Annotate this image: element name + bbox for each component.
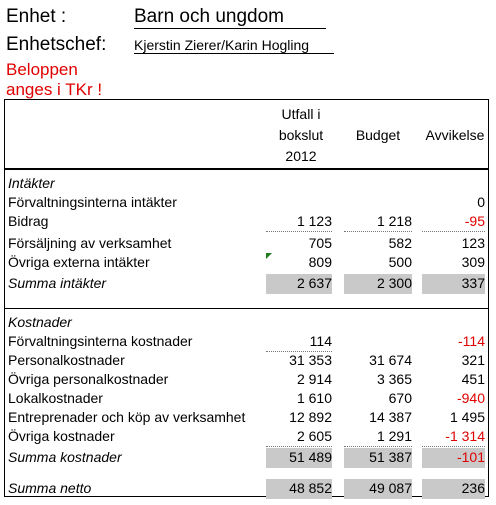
budget-cell: 14 387: [369, 409, 412, 425]
table-row: Bidrag 1 123 1 218 -95: [0, 212, 496, 232]
outcome-cell: 2 914: [296, 371, 332, 387]
table-row: Förvaltningsinterna intäkter 0: [0, 193, 496, 212]
costs-sum-row: Summa kostnader 51 489 51 387 -101: [0, 448, 496, 468]
section-divider: [4, 308, 488, 309]
row-label: Summa intäkter: [8, 275, 107, 291]
budget-cell: [344, 332, 412, 351]
costs-section-title: Kostnader: [0, 313, 496, 332]
variance-cell: 451: [461, 371, 485, 387]
cell-comment-marker: [266, 253, 272, 259]
budget-cell: 31 674: [369, 352, 412, 368]
budget-cell: 582: [388, 235, 412, 251]
outcome-cell: 1 610: [296, 390, 332, 406]
unit-label: Enhet :: [6, 6, 67, 27]
budget-cell: 3 365: [376, 371, 412, 387]
budget-cell: 500: [388, 254, 412, 270]
budget-cell: 1 218: [344, 212, 412, 232]
budget-cell: 51 387: [344, 448, 412, 468]
outcome-cell: 2 637: [266, 274, 332, 294]
currency-note-line1: Beloppen: [6, 60, 78, 79]
budget-cell: 2 300: [344, 274, 412, 294]
row-label: Entreprenader och köp av verksamhet: [8, 409, 246, 425]
table-row: Lokalkostnader 1 610 670 -940: [0, 389, 496, 408]
outcome-cell: 12 892: [289, 409, 332, 425]
table-left-border: [4, 99, 5, 497]
table-row: Entreprenader och köp av verksamhet 12 8…: [0, 408, 496, 427]
table-row: Övriga externa intäkter 809 500 309: [0, 253, 496, 272]
income-sum-row: Summa intäkter 2 637 2 300 337: [0, 274, 496, 294]
table-row: Förvaltningsinterna kostnader 114 -114: [0, 332, 496, 352]
row-label: Summa kostnader: [8, 449, 122, 465]
column-header-variance: Avvikelse: [425, 127, 485, 143]
variance-cell: 1 495: [449, 409, 485, 425]
table-row: Övriga kostnader 2 605 1 291 -1 314: [0, 427, 496, 447]
budget-cell: 49 087: [344, 479, 412, 499]
income-title: Intäkter: [8, 175, 55, 191]
budget-cell: 1 291: [344, 427, 412, 447]
net-sum-row: Summa netto 48 852 49 087 236: [0, 479, 496, 499]
table-row: Övriga personalkostnader 2 914 3 365 451: [0, 370, 496, 389]
row-label: Bidrag: [8, 213, 49, 229]
variance-cell: 309: [461, 254, 485, 270]
table-right-border: [488, 99, 489, 497]
outcome-header-line1: Utfall i: [281, 106, 321, 122]
variance-cell: 0: [477, 194, 485, 210]
row-label: Lokalkostnader: [8, 390, 103, 406]
row-label: Summa netto: [8, 480, 92, 496]
budget-cell: [344, 193, 412, 212]
outcome-cell: 51 489: [266, 448, 332, 468]
outcome-header-line3: 2012: [285, 148, 317, 164]
row-label: Förvaltningsinterna intäkter: [8, 194, 177, 210]
row-label: Försäljning av verksamhet: [8, 235, 172, 251]
outcome-cell: 2 605: [266, 427, 332, 447]
variance-cell: -101: [422, 448, 485, 468]
income-section-title: Intäkter: [0, 174, 496, 193]
currency-note-line2: anges i TKr !: [6, 80, 103, 99]
table-header-divider: [4, 168, 488, 170]
outcome-cell: 705: [308, 235, 332, 251]
row-label: Förvaltningsinterna kostnader: [8, 333, 193, 349]
manager-label: Enhetschef:: [6, 34, 107, 55]
outcome-cell: 1 123: [266, 212, 332, 232]
outcome-cell: 114: [266, 332, 332, 352]
variance-cell: -1 314: [422, 427, 485, 447]
manager-value: Kjerstin Zierer/Karin Hogling: [134, 37, 334, 54]
budget-cell: 670: [388, 390, 412, 406]
costs-title: Kostnader: [8, 314, 72, 330]
row-label: Övriga personalkostnader: [8, 371, 169, 387]
variance-cell: 236: [422, 479, 485, 499]
variance-cell: 321: [461, 352, 485, 368]
table-bottom-border: [4, 496, 488, 497]
row-label: Övriga kostnader: [8, 428, 115, 444]
row-label: Personalkostnader: [8, 352, 125, 368]
table-row: Personalkostnader 31 353 31 674 321: [0, 351, 496, 370]
unit-value: Barn och ungdom: [134, 6, 326, 29]
outcome-header-line2: bokslut: [278, 127, 324, 143]
outcome-cell: 809: [308, 254, 332, 270]
outcome-cell: 31 353: [289, 352, 332, 368]
variance-cell: -114: [458, 333, 485, 349]
variance-cell: 337: [422, 274, 485, 294]
table-top-border: [4, 99, 488, 100]
row-label: Övriga externa intäkter: [8, 254, 150, 270]
variance-cell: 123: [461, 235, 485, 251]
column-header-outcome: Utfall i bokslut 2012: [266, 104, 336, 167]
column-header-budget: Budget: [355, 127, 401, 143]
outcome-cell: [266, 193, 332, 212]
variance-cell: -95: [422, 212, 485, 232]
outcome-cell: 48 852: [266, 479, 332, 499]
table-row: Försäljning av verksamhet 705 582 123: [0, 234, 496, 253]
variance-cell: -940: [456, 390, 485, 406]
